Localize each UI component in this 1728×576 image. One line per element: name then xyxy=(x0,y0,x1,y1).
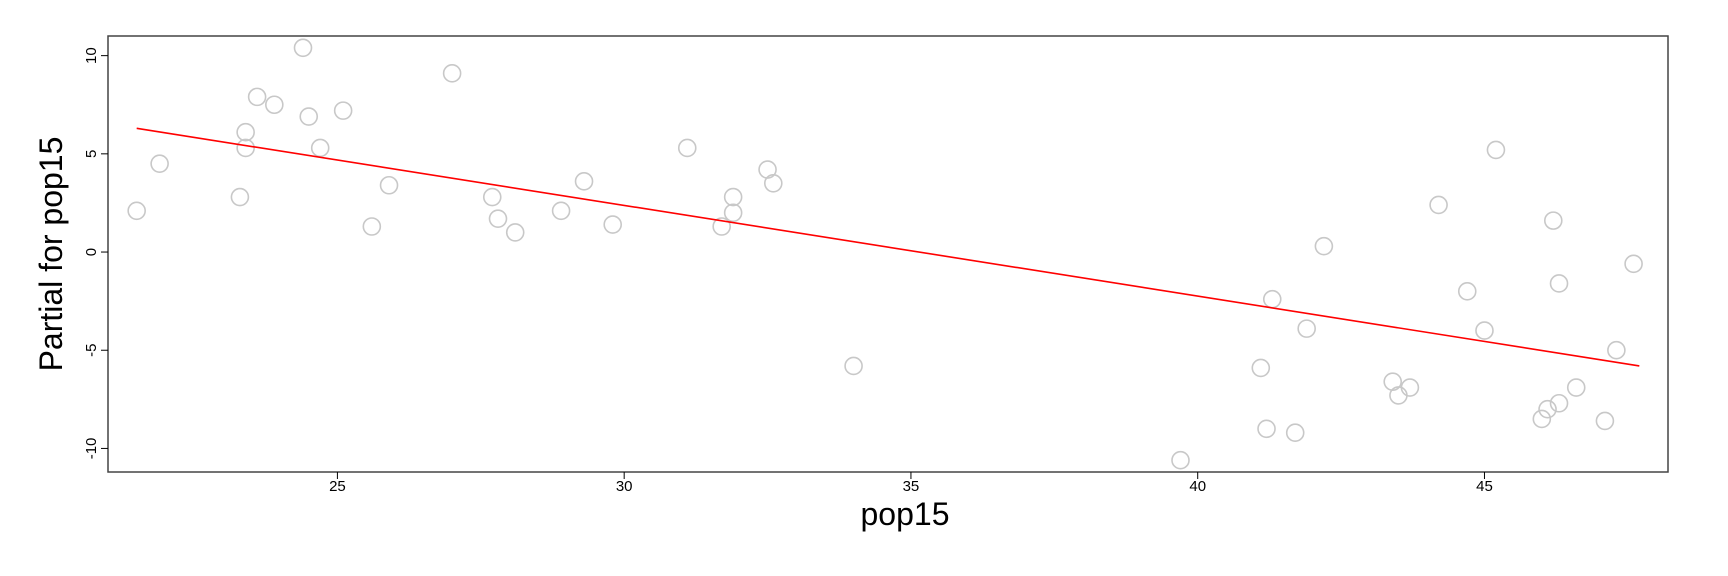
x-tick-label: 25 xyxy=(329,478,346,495)
data-point xyxy=(265,95,284,115)
data-points xyxy=(127,38,1643,470)
y-tick-label: -5 xyxy=(83,344,100,357)
data-point xyxy=(1486,140,1506,160)
data-point xyxy=(310,138,330,158)
data-point xyxy=(333,101,353,120)
data-point xyxy=(1457,282,1477,301)
fit-line-group xyxy=(136,127,1640,367)
data-point xyxy=(1475,321,1494,340)
data-point xyxy=(1607,340,1626,360)
data-point xyxy=(603,215,623,234)
y-tick-label: 10 xyxy=(83,47,100,64)
data-point xyxy=(551,201,571,221)
x-tick-label: 35 xyxy=(903,478,920,495)
x-axis: 25 30 35 40 45 xyxy=(329,472,1493,495)
data-point xyxy=(723,203,743,223)
data-point xyxy=(1314,236,1334,256)
data-point xyxy=(1251,358,1271,378)
data-point xyxy=(488,209,508,228)
y-tick-label: 0 xyxy=(83,248,100,256)
data-point xyxy=(236,138,255,158)
data-point xyxy=(236,122,255,142)
y-axis-title: Partial for pop15 xyxy=(33,137,69,372)
data-point xyxy=(677,138,697,158)
fit-line xyxy=(136,127,1640,367)
data-point xyxy=(1624,254,1643,274)
data-point xyxy=(442,64,462,83)
data-point xyxy=(763,173,783,193)
data-point xyxy=(127,201,146,221)
x-axis-title: pop15 xyxy=(861,496,950,532)
x-tick-label: 40 xyxy=(1189,478,1206,495)
data-point xyxy=(1257,419,1276,439)
data-point xyxy=(712,217,731,236)
data-point xyxy=(1543,211,1563,230)
data-point xyxy=(1566,378,1586,397)
data-point xyxy=(299,107,319,126)
data-point xyxy=(574,172,594,191)
data-point xyxy=(723,187,743,207)
data-point xyxy=(1262,289,1282,309)
data-point xyxy=(1549,393,1569,413)
data-point xyxy=(1429,195,1448,215)
data-point xyxy=(1285,423,1305,443)
data-point xyxy=(505,223,525,242)
data-point xyxy=(1532,409,1552,429)
data-point xyxy=(1171,450,1190,470)
data-point xyxy=(1549,274,1569,293)
data-point xyxy=(1400,378,1420,397)
x-tick-label: 45 xyxy=(1476,478,1493,495)
data-point xyxy=(150,154,169,173)
data-point xyxy=(1297,319,1316,338)
data-point xyxy=(1595,411,1615,431)
data-point xyxy=(362,217,382,236)
plot-frame xyxy=(107,35,1669,473)
data-point xyxy=(293,38,313,58)
data-point xyxy=(230,187,250,207)
y-axis: -10 -5 0 5 10 xyxy=(83,47,108,459)
data-point xyxy=(1389,386,1408,405)
data-point xyxy=(844,356,863,376)
data-point xyxy=(247,87,267,107)
data-point xyxy=(1538,399,1557,419)
y-tick-label: -10 xyxy=(83,438,100,460)
x-tick-label: 30 xyxy=(616,478,633,495)
data-point xyxy=(379,175,399,195)
y-tick-label: 5 xyxy=(83,150,100,158)
data-point xyxy=(482,187,502,207)
